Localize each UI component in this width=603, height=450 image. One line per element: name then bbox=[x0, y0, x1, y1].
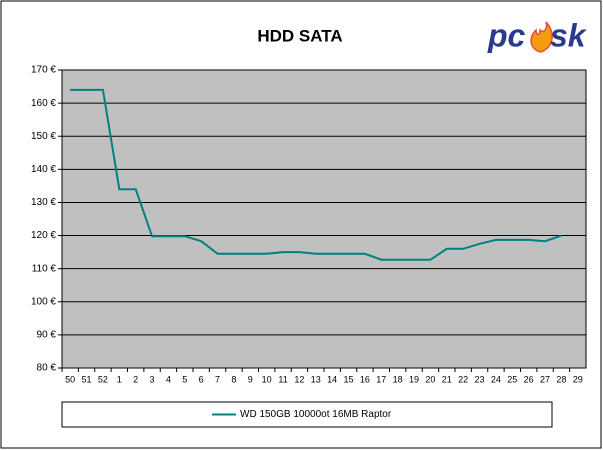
y-tick-label: 130 € bbox=[31, 197, 56, 208]
x-tick-label: 26 bbox=[524, 374, 534, 384]
x-tick-label: 23 bbox=[475, 374, 485, 384]
y-tick-label: 90 € bbox=[37, 330, 57, 341]
x-tick-label: 2 bbox=[133, 374, 138, 384]
x-tick-label: 15 bbox=[344, 374, 354, 384]
x-tick-label: 51 bbox=[82, 374, 92, 384]
logo: pc sk bbox=[487, 17, 588, 53]
x-tick-label: 16 bbox=[360, 374, 370, 384]
x-tick-label: 6 bbox=[199, 374, 204, 384]
x-tick-label: 20 bbox=[425, 374, 435, 384]
legend-label: WD 150GB 10000ot 16MB Raptor bbox=[240, 409, 392, 420]
logo-text: pc bbox=[487, 17, 526, 53]
y-tick-label: 100 € bbox=[31, 296, 56, 307]
series-line bbox=[70, 88, 562, 261]
x-tick-label: 24 bbox=[491, 374, 501, 384]
x-tick-label: 10 bbox=[262, 374, 272, 384]
x-tick-label: 3 bbox=[150, 374, 155, 384]
x-tick-label: 18 bbox=[393, 374, 403, 384]
x-tick-label: 17 bbox=[376, 374, 386, 384]
y-tick-label: 170 € bbox=[31, 65, 56, 76]
x-tick-label: 27 bbox=[540, 374, 550, 384]
y-tick-label: 120 € bbox=[31, 230, 56, 241]
x-tick-label: 7 bbox=[215, 374, 220, 384]
y-tick-label: 150 € bbox=[31, 131, 56, 142]
logo-flame bbox=[530, 21, 553, 53]
y-tick-label: 110 € bbox=[32, 263, 57, 274]
x-tick-label: 50 bbox=[65, 374, 75, 384]
y-tick-label: 160 € bbox=[31, 98, 56, 109]
y-tick-label: 80 € bbox=[37, 363, 57, 374]
plot-area bbox=[61, 69, 587, 369]
legend-box bbox=[61, 401, 553, 428]
x-tick-label: 28 bbox=[556, 374, 566, 384]
x-tick-label: 14 bbox=[327, 374, 337, 384]
x-tick-label: 12 bbox=[294, 374, 304, 384]
y-tick-label: 140 € bbox=[31, 164, 56, 175]
x-tick-label: 25 bbox=[507, 374, 517, 384]
x-tick-label: 5 bbox=[182, 374, 187, 384]
x-tick-label: 1 bbox=[117, 374, 122, 384]
x-tick-label: 22 bbox=[458, 374, 468, 384]
x-tick-label: 21 bbox=[442, 374, 452, 384]
x-tick-label: 8 bbox=[231, 374, 236, 384]
x-tick-label: 11 bbox=[278, 374, 287, 384]
x-tick-label: 4 bbox=[166, 374, 171, 384]
x-tick-label: 29 bbox=[573, 374, 583, 384]
x-tick-label: 52 bbox=[98, 374, 108, 384]
x-tick-label: 13 bbox=[311, 374, 321, 384]
x-tick-label: 19 bbox=[409, 374, 419, 384]
chart-title: HDD SATA bbox=[257, 26, 342, 45]
logo-text: sk bbox=[550, 17, 588, 53]
x-tick-label: 9 bbox=[248, 374, 253, 384]
